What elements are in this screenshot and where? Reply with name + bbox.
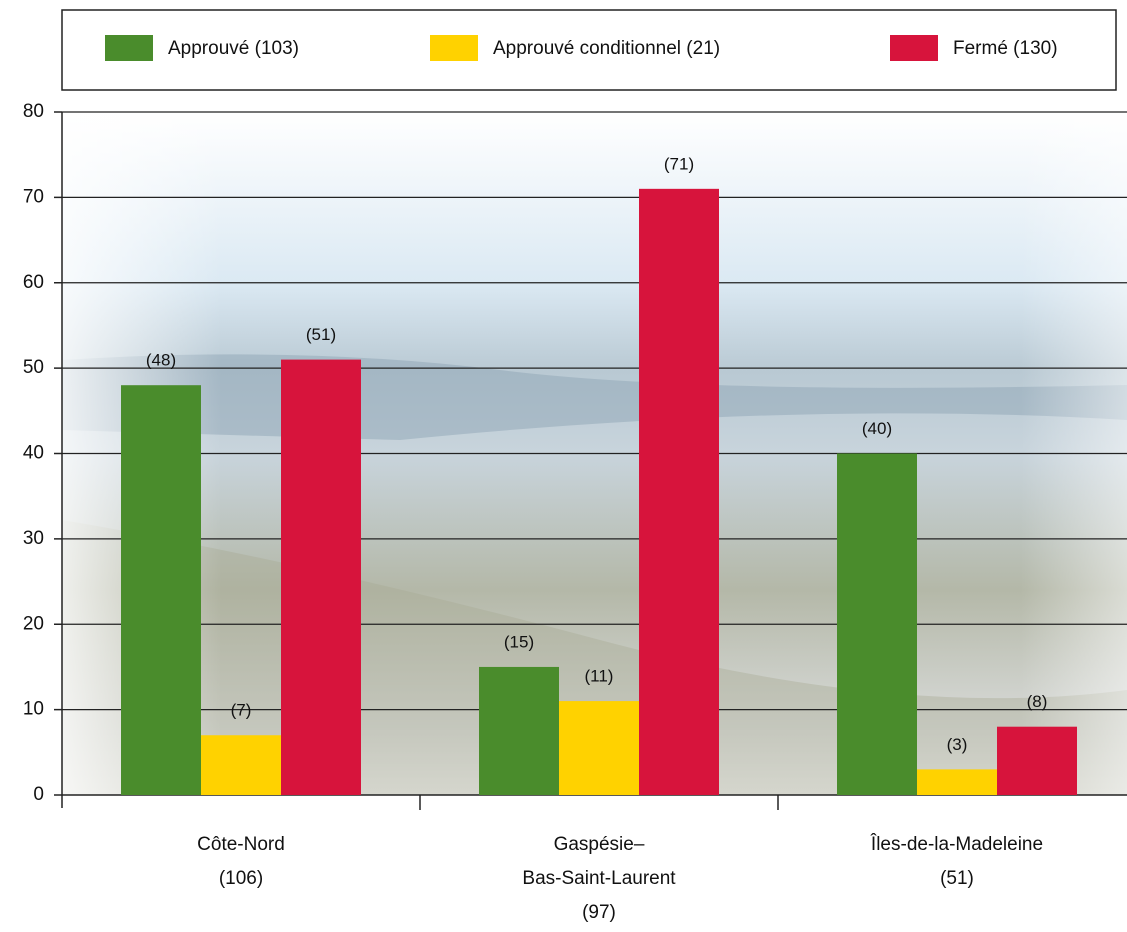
y-tick-label: 30	[23, 528, 44, 549]
y-tick-label: 50	[23, 357, 44, 378]
bar	[479, 666, 559, 795]
data-label: (3)	[947, 735, 968, 754]
legend-label: Fermé (130)	[953, 38, 1058, 59]
data-label: (71)	[664, 154, 694, 173]
legend-label: Approuvé (103)	[168, 38, 299, 59]
bar	[559, 701, 639, 795]
data-label: (11)	[585, 667, 614, 686]
y-tick-label: 80	[23, 101, 44, 122]
y-tick-label: 10	[23, 699, 44, 720]
legend-box	[61, 9, 1117, 91]
y-tick-label: 20	[23, 613, 44, 634]
legend-swatch	[105, 35, 153, 61]
data-label: (48)	[146, 351, 176, 370]
bar	[201, 735, 281, 795]
y-tick-label: 40	[23, 443, 44, 464]
data-label: (40)	[862, 419, 892, 438]
data-label: (51)	[306, 325, 336, 344]
bar	[917, 769, 997, 795]
data-label: (7)	[231, 701, 252, 720]
x-tick-label: (51)	[940, 868, 974, 889]
x-tick-label: Bas-Saint-Laurent	[522, 868, 676, 889]
legend-label: Approuvé conditionnel (21)	[493, 38, 720, 59]
legend-swatch	[890, 35, 938, 61]
data-label: (15)	[504, 632, 534, 651]
legend-swatch	[430, 35, 478, 61]
data-label: (8)	[1027, 692, 1048, 711]
x-tick-label: (97)	[582, 902, 616, 923]
bar	[281, 359, 361, 795]
x-tick-label: (106)	[219, 868, 263, 889]
bar	[121, 385, 201, 795]
x-tick-label: Gaspésie–	[554, 834, 645, 855]
y-tick-label: 70	[23, 186, 44, 207]
bar	[639, 188, 719, 795]
x-tick-label: Îles-de-la-Madeleine	[870, 833, 1043, 855]
x-tick-label: Côte-Nord	[197, 834, 285, 855]
y-tick-label: 60	[23, 272, 44, 293]
y-tick-label: 0	[33, 784, 44, 805]
bar	[837, 453, 917, 795]
bar	[997, 726, 1077, 795]
